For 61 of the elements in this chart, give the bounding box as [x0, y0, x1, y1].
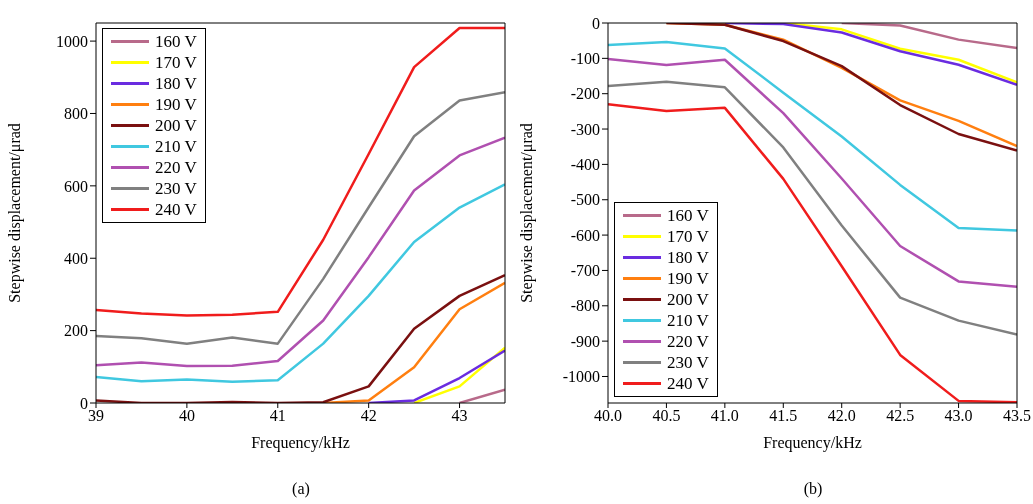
x-tick-label: 43	[451, 407, 468, 425]
x-axis-title: Frequency/kHz	[251, 434, 350, 452]
y-tick-label: 400	[64, 249, 88, 267]
line-series	[96, 136, 505, 368]
legend-label: 190 V	[667, 269, 709, 288]
legend-label: 230 V	[667, 353, 709, 372]
x-tick-label: 42	[360, 407, 377, 425]
legend-label: 230 V	[155, 179, 197, 198]
x-tick-label: 40.0	[594, 407, 622, 425]
y-tick-label: -600	[570, 226, 600, 244]
line-series	[608, 40, 1017, 232]
y-tick-label: -900	[570, 332, 600, 350]
legend-label: 200 V	[155, 116, 197, 135]
y-tick-label: 800	[64, 105, 88, 123]
y-tick-label: -400	[570, 156, 600, 174]
legend-label: 160 V	[155, 32, 197, 51]
y-tick-label: 600	[64, 177, 88, 195]
y-tick-label: -800	[570, 297, 600, 315]
y-tick-label: -700	[570, 262, 600, 280]
legend-label: 240 V	[155, 200, 197, 219]
y-tick-label: 0	[592, 14, 600, 32]
x-axis-title: Frequency/kHz	[763, 434, 862, 452]
y-tick-label: -1000	[562, 368, 600, 386]
x-tick-label: 41.0	[710, 407, 739, 425]
legend-label: 190 V	[155, 95, 197, 114]
line-series	[608, 80, 1017, 336]
legend-label: 180 V	[155, 74, 197, 93]
x-tick-label: 40	[178, 407, 195, 425]
y-axis-title: Stepwise displacement/μrad	[517, 123, 536, 303]
legend-label: 160 V	[667, 206, 709, 225]
legend-label: 210 V	[155, 137, 197, 156]
y-tick-label: 1000	[56, 32, 88, 50]
x-tick-label: 43.0	[944, 407, 973, 425]
x-tick-label: 41	[269, 407, 286, 425]
legend-label: 170 V	[667, 227, 709, 246]
x-tick-label: 43.5	[1003, 407, 1031, 425]
legend-label: 240 V	[667, 374, 709, 393]
y-tick-label: -300	[570, 120, 600, 138]
legend-label: 180 V	[667, 248, 709, 267]
x-tick-label: 40.5	[652, 407, 681, 425]
y-tick-label: 0	[80, 394, 88, 412]
line-series	[96, 26, 505, 317]
legend-label: 200 V	[667, 290, 709, 309]
y-tick-label: -500	[570, 191, 600, 209]
legend-label: 220 V	[155, 158, 197, 177]
legend-label: 220 V	[667, 332, 709, 351]
x-tick-label: 39	[88, 407, 104, 425]
y-tick-label: -200	[570, 85, 600, 103]
x-tick-label: 42.5	[886, 407, 915, 425]
y-tick-label: -100	[570, 50, 600, 68]
y-axis-title: Stepwise displacement/μrad	[5, 123, 24, 303]
legend-label: 170 V	[155, 53, 197, 72]
line-series	[608, 57, 1017, 288]
x-tick-label: 41.5	[769, 407, 798, 425]
x-tick-label: 42.0	[827, 407, 856, 425]
line-series	[96, 90, 505, 345]
legend-label: 210 V	[667, 311, 709, 330]
text: (a)	[291, 480, 311, 498]
line-series	[96, 183, 505, 383]
text: (b)	[802, 480, 824, 498]
y-tick-label: 200	[64, 322, 88, 340]
